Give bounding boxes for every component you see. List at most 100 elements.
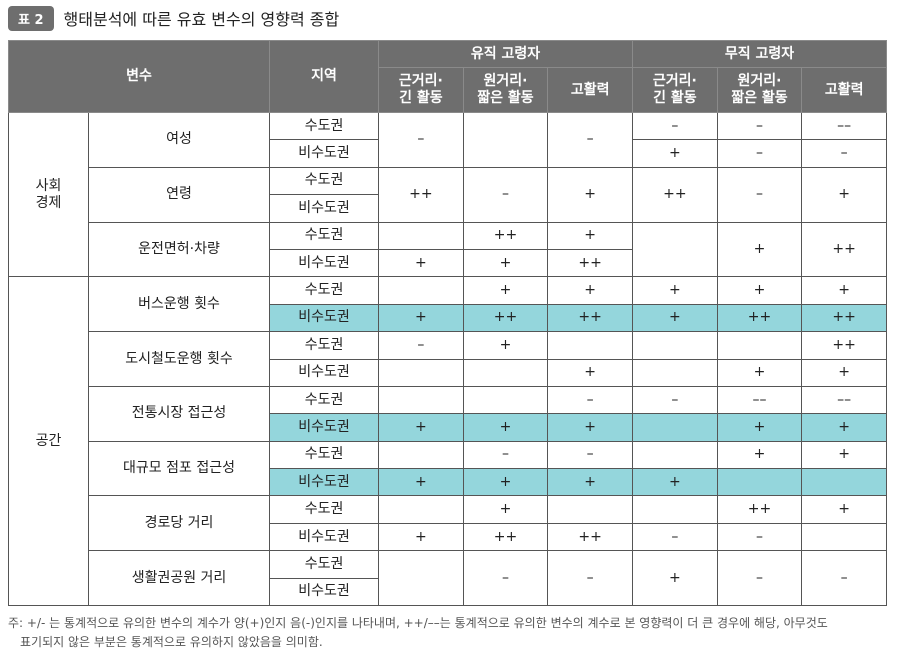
group-spatial: 공간 bbox=[8, 276, 89, 607]
value-cell bbox=[378, 495, 464, 524]
value-cell: – bbox=[547, 440, 633, 470]
value-cell: + bbox=[547, 358, 633, 387]
value-cell bbox=[462, 112, 549, 168]
value-cell: – bbox=[462, 440, 549, 470]
value-cell bbox=[716, 468, 803, 497]
value-cell bbox=[632, 358, 718, 387]
value-cell: + bbox=[716, 221, 803, 278]
value-cell: – bbox=[547, 112, 633, 168]
value-cell: ++ bbox=[547, 522, 633, 552]
value-cell: ++ bbox=[801, 303, 887, 333]
value-cell: + bbox=[547, 413, 633, 442]
value-cell: –– bbox=[716, 385, 803, 415]
variable-park: 생활권공원 거리 bbox=[87, 550, 271, 607]
variable-license: 운전면허·차량 bbox=[87, 221, 271, 278]
value-cell: + bbox=[801, 413, 887, 442]
region-cell: 수도권 bbox=[269, 276, 380, 305]
header-employed-near: 근거리· 긴 활동 bbox=[378, 67, 464, 113]
value-cell: + bbox=[547, 468, 633, 497]
value-cell: + bbox=[462, 331, 549, 360]
table-title-text: 행태분석에 따른 유효 변수의 영향력 종합 bbox=[63, 10, 340, 29]
group-socioeconomic: 사회 경제 bbox=[8, 111, 89, 278]
value-cell: ++ bbox=[716, 303, 803, 333]
value-cell: + bbox=[547, 221, 633, 250]
value-cell: – bbox=[716, 166, 803, 223]
value-cell: + bbox=[632, 550, 718, 607]
variable-store: 대규모 점포 접근성 bbox=[87, 440, 271, 497]
value-cell: + bbox=[801, 440, 887, 470]
value-cell: – bbox=[716, 550, 803, 607]
region-cell: 비수도권 bbox=[269, 139, 380, 168]
header-employed-active: 고활력 bbox=[547, 67, 633, 113]
footnote-line-2: 표기되지 않은 부분은 통계적으로 유의하지 않았음을 의미함. bbox=[20, 635, 323, 649]
value-cell bbox=[632, 440, 718, 470]
region-cell: 비수도권 bbox=[269, 248, 380, 278]
value-cell: + bbox=[716, 413, 803, 442]
value-cell bbox=[378, 221, 464, 250]
value-cell: – bbox=[716, 522, 803, 552]
value-cell bbox=[378, 276, 464, 305]
value-cell: ++ bbox=[462, 303, 549, 333]
value-cell: ++ bbox=[547, 303, 633, 333]
value-cell: + bbox=[462, 276, 549, 305]
value-cell: – bbox=[801, 550, 887, 607]
value-cell: + bbox=[378, 413, 464, 442]
value-cell: – bbox=[716, 111, 803, 141]
value-cell bbox=[632, 221, 718, 278]
value-cell bbox=[547, 495, 633, 524]
value-cell bbox=[378, 550, 464, 607]
table-number-badge: 표 2 bbox=[8, 5, 54, 31]
variable-market: 전통시장 접근성 bbox=[87, 385, 271, 442]
value-cell: – bbox=[716, 139, 803, 168]
table-footnote: 주: +/- 는 통계적으로 유의한 변수의 계수가 양(+)인지 음(-)인지… bbox=[8, 614, 893, 652]
variable-bus: 버스운행 횟수 bbox=[87, 276, 271, 333]
value-cell: + bbox=[716, 440, 803, 470]
value-cell: + bbox=[462, 468, 549, 497]
value-cell: ++ bbox=[462, 221, 549, 250]
value-cell: + bbox=[547, 166, 633, 223]
value-cell bbox=[378, 358, 464, 387]
header-unemployed: 무직 고령자 bbox=[632, 40, 887, 68]
header-unemployed-active: 고활력 bbox=[801, 67, 887, 113]
value-cell: + bbox=[801, 495, 887, 524]
value-cell: – bbox=[632, 385, 718, 415]
header-unemployed-near: 근거리· 긴 활동 bbox=[632, 67, 718, 113]
value-cell: + bbox=[462, 495, 549, 524]
value-cell bbox=[378, 385, 464, 415]
value-cell: –– bbox=[801, 385, 887, 415]
value-cell: + bbox=[462, 248, 549, 278]
value-cell bbox=[801, 468, 887, 497]
value-cell: + bbox=[547, 276, 633, 305]
value-cell bbox=[462, 358, 549, 387]
value-cell: + bbox=[378, 303, 464, 333]
value-cell: – bbox=[547, 385, 633, 415]
variable-female: 여성 bbox=[87, 112, 271, 168]
header-unemployed-far: 원거리· 짧은 활동 bbox=[716, 67, 803, 113]
table-title: 표 2 행태분석에 따른 유효 변수의 영향력 종합 bbox=[8, 5, 339, 31]
summary-table: 변수 지역 유직 고령자 무직 고령자 근거리· 긴 활동 원거리· 짧은 활동… bbox=[7, 40, 887, 607]
variable-rail: 도시철도운행 횟수 bbox=[87, 331, 271, 387]
value-cell bbox=[632, 413, 718, 442]
value-cell: + bbox=[378, 468, 464, 497]
region-cell: 비수도권 bbox=[269, 194, 380, 223]
value-cell: + bbox=[716, 276, 803, 305]
value-cell: + bbox=[632, 139, 718, 168]
header-variable: 변수 bbox=[7, 40, 271, 113]
value-cell: –– bbox=[801, 111, 887, 141]
value-cell: ++ bbox=[716, 495, 803, 524]
region-cell: 비수도권 bbox=[269, 577, 380, 607]
value-cell: + bbox=[716, 358, 803, 387]
value-cell bbox=[801, 522, 887, 552]
value-cell: ++ bbox=[801, 331, 887, 360]
value-cell: + bbox=[462, 413, 549, 442]
header-employed: 유직 고령자 bbox=[378, 40, 633, 68]
footnote-line-1: 주: +/- 는 통계적으로 유의한 변수의 계수가 양(+)인지 음(-)인지… bbox=[8, 616, 828, 630]
variable-senior-center: 경로당 거리 bbox=[87, 495, 271, 552]
value-cell: – bbox=[378, 331, 464, 360]
value-cell: ++ bbox=[462, 522, 549, 552]
region-cell: 수도권 bbox=[269, 550, 380, 579]
header-region: 지역 bbox=[269, 40, 380, 113]
value-cell: + bbox=[801, 276, 887, 305]
value-cell: – bbox=[378, 112, 464, 168]
value-cell: + bbox=[632, 276, 718, 305]
